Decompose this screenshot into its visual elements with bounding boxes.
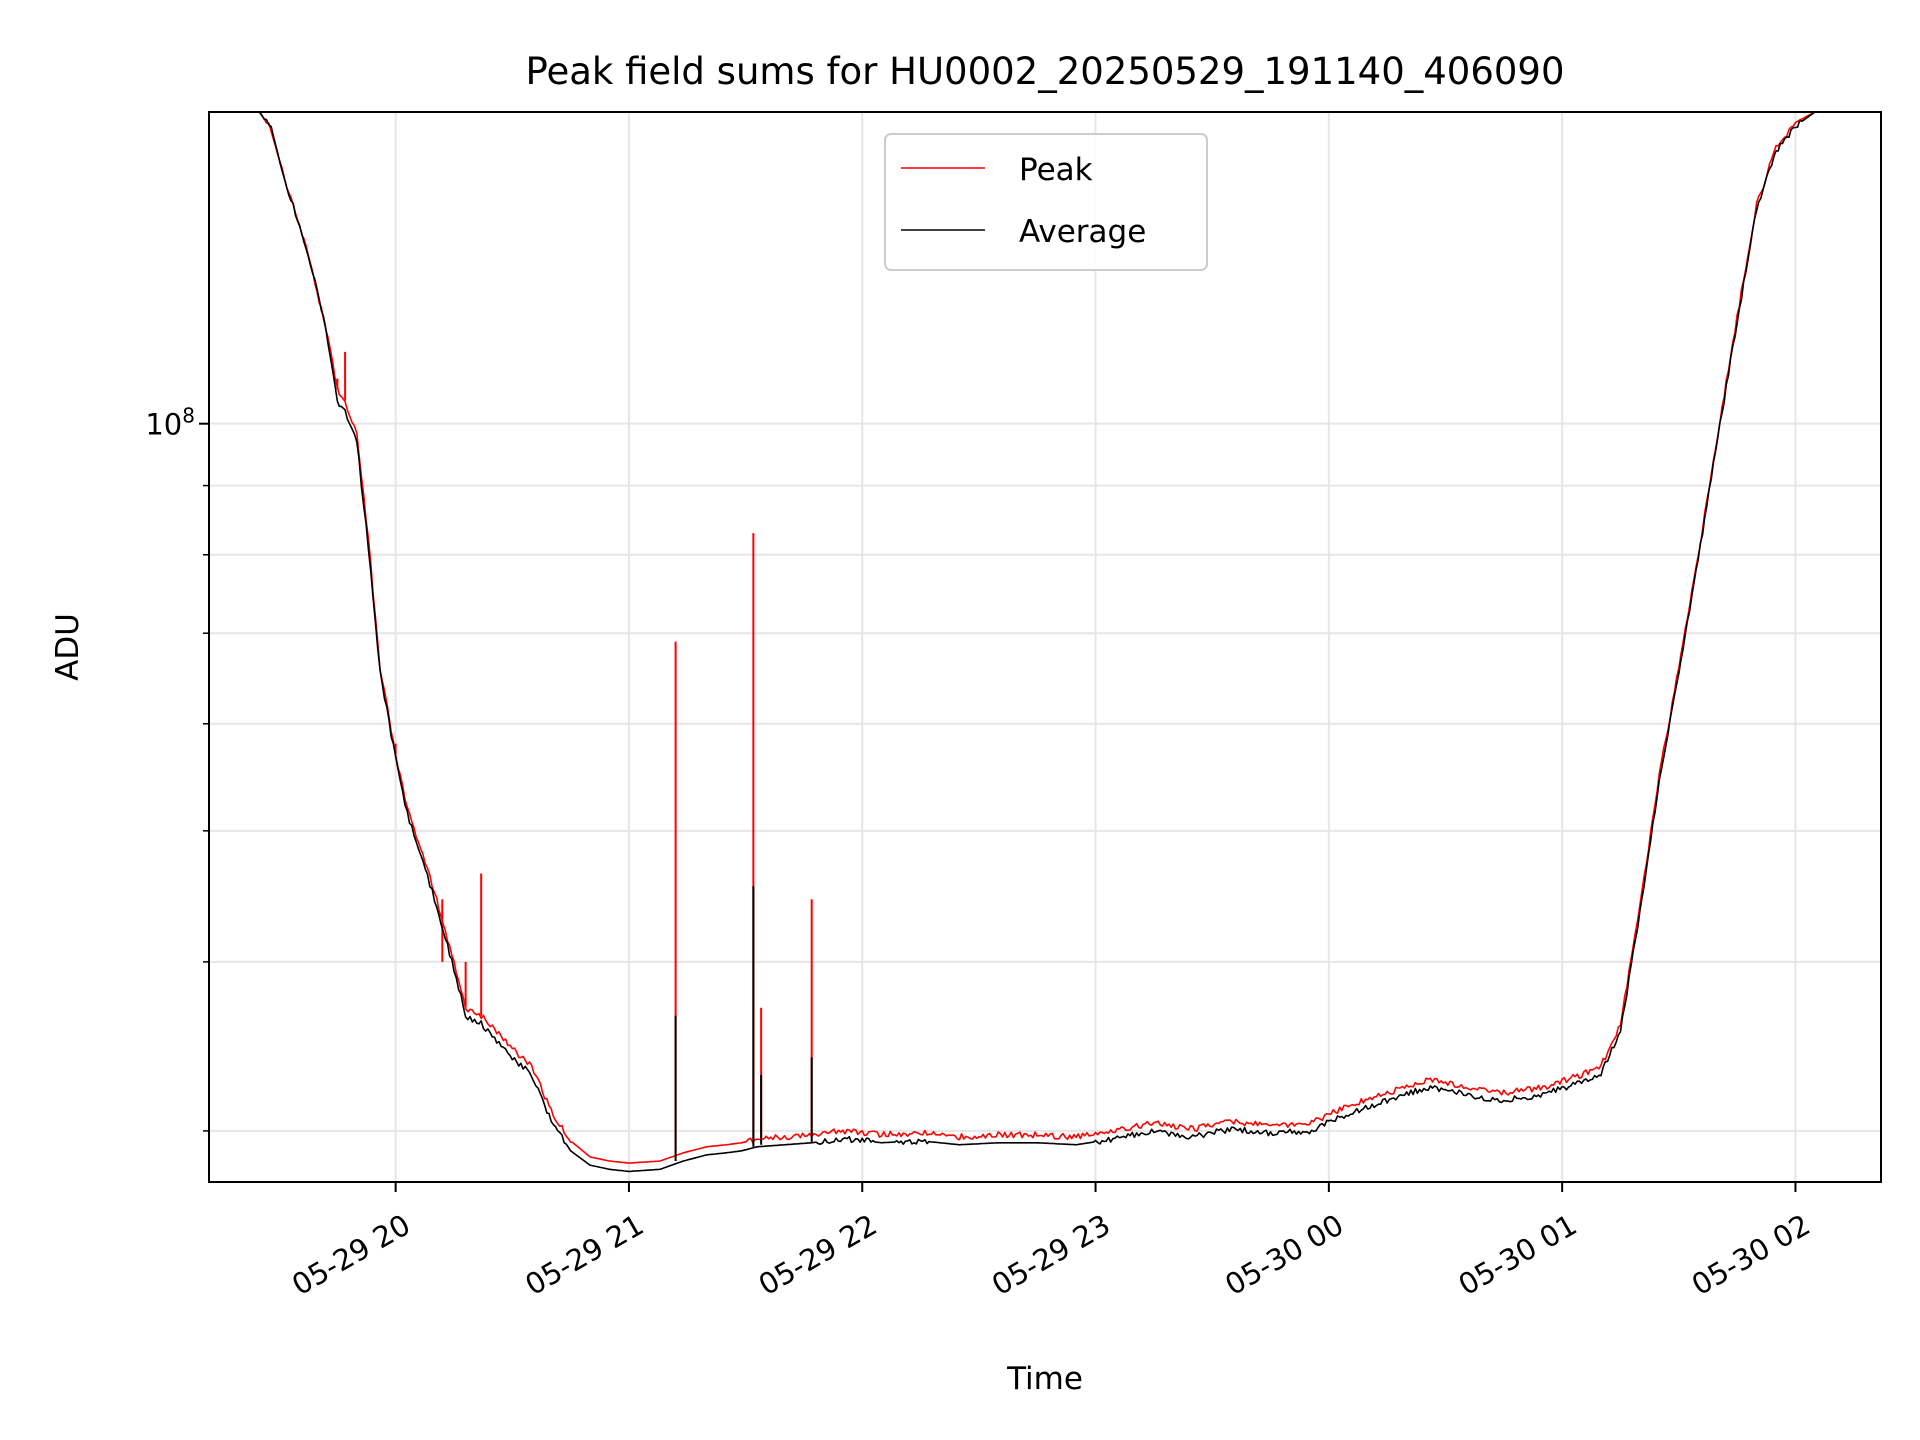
grid [209,112,1881,1182]
y-axis-title: ADU [50,613,86,681]
series-line-average [209,112,1881,1173]
chart-title: Peak field sums for HU0002_20250529_1911… [525,50,1564,93]
legend-label-average: Average [1019,214,1146,250]
y-tick-label: 108 [145,404,195,442]
y-tick-label-base: 10 [145,408,182,442]
plot-frame [208,111,1882,1183]
x-axis-title: Time [1006,1361,1083,1397]
legend-label-peak: Peak [1019,152,1093,188]
series-line-peak [209,112,1881,1164]
y-tick-label-exponent: 8 [182,404,195,428]
legend: Peak Average [884,133,1208,271]
series-layer [209,112,1881,1173]
